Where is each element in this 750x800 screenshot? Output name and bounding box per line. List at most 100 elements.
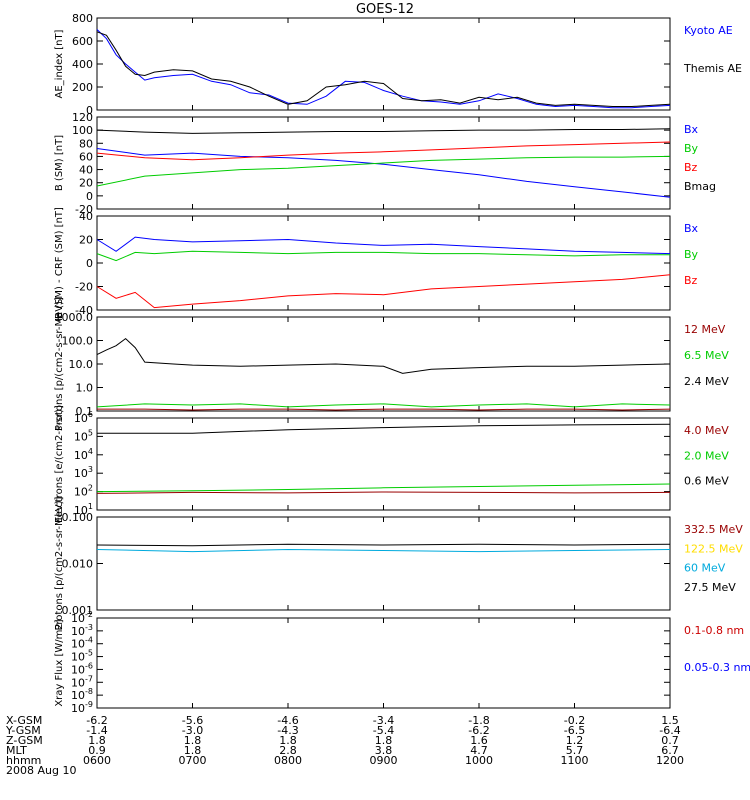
- series-line-by: [96, 250, 670, 262]
- x-axis-value: -0.2: [564, 714, 585, 727]
- x-axis-value: -5.4: [373, 724, 394, 737]
- y-tick-label: 10-3: [71, 623, 93, 638]
- series-line-by: [96, 155, 671, 187]
- legend-label: 2.4 MeV: [684, 375, 729, 388]
- y-tick-label: 20: [79, 234, 93, 247]
- plot-title: GOES-12: [356, 2, 414, 17]
- series-line-0-6-mev: [97, 423, 671, 434]
- series-line-12-mev: [97, 408, 671, 411]
- panel-frame: [96, 316, 671, 412]
- x-axis-value: 1200: [656, 754, 684, 767]
- panel-3: -40 -20 0 20 40 B (SM) - CRF (SM) [nT] Bx By Bz: [54, 207, 699, 319]
- x-axis-table: X-GSM -6.2 -5.6 -4.6 -3.4 -1.8 -0.2 1.5 Y-GSM -1.…: [5, 714, 684, 777]
- panel-frame: [96, 215, 671, 311]
- x-axis-value: -4.3: [277, 724, 298, 737]
- series-line-kyoto-ae: [96, 29, 671, 109]
- x-axis-value: -4.6: [277, 714, 298, 727]
- legend-label: 122.5 MeV: [684, 542, 743, 555]
- legend-label: Bmag: [684, 180, 716, 193]
- y-tick-label: 10-2: [71, 610, 93, 625]
- x-axis-value: 1.5: [661, 714, 679, 727]
- y-tick-label: 80: [79, 137, 93, 150]
- y-tick-label: 120: [72, 111, 93, 124]
- legend-label: 0.6 MeV: [684, 475, 729, 488]
- x-axis-row-label: Z-GSM: [6, 734, 43, 747]
- x-axis-value: 4.7: [470, 744, 488, 757]
- y-tick-label: 104: [74, 447, 93, 462]
- y-tick-label: 103: [74, 465, 93, 480]
- y-tick-label: 0.1: [76, 405, 94, 418]
- x-axis-value: 5.7: [566, 744, 584, 757]
- legend-label: Themis AE: [683, 62, 742, 75]
- y-tick-label: 60: [79, 150, 93, 163]
- y-axis-label: Xray Flux [W/m2]: [54, 619, 65, 706]
- y-tick-label: 0: [86, 190, 93, 203]
- legend-label: By: [684, 248, 699, 261]
- legend-label: 332.5 MeV: [684, 523, 743, 536]
- x-axis-row-label: MLT: [6, 744, 27, 757]
- y-tick-label: 0.100: [62, 511, 94, 524]
- y-tick-label: 0: [86, 257, 93, 270]
- x-axis-value: 0800: [274, 754, 302, 767]
- panel-frame: [96, 516, 671, 611]
- y-axis-label: Protons [p/(cm2-s-sr-MeV)]: [54, 297, 65, 431]
- y-axis-label: B (SM) [nT]: [54, 135, 65, 191]
- y-tick-label: -20: [75, 281, 93, 294]
- x-axis-value: 0.7: [661, 734, 679, 747]
- legend-label: 0.05-0.3 nm: [684, 661, 750, 674]
- x-axis-value: 2.8: [279, 744, 297, 757]
- y-tick-label: 40: [79, 210, 93, 223]
- y-tick-label: 102: [74, 484, 93, 499]
- y-axis-label: B (SM) - CRF (SM) [nT]: [54, 207, 65, 319]
- date-label: 2008 Aug 10: [6, 764, 76, 777]
- panel-frame: [96, 417, 671, 511]
- y-tick-label: 10-5: [71, 649, 93, 664]
- y-tick-label: -40: [75, 304, 93, 317]
- x-axis-value: 0900: [370, 754, 398, 767]
- x-axis-value: -1.4: [86, 724, 107, 737]
- y-tick-label: 40: [79, 164, 93, 177]
- x-axis-value: -6.2: [86, 714, 107, 727]
- legend-label: 2.0 MeV: [684, 449, 729, 462]
- x-axis-row-label: Y-GSM: [5, 724, 41, 737]
- x-axis-value: -3.0: [182, 724, 203, 737]
- x-axis-value: -1.8: [468, 714, 489, 727]
- x-axis-row-label: X-GSM: [6, 714, 42, 727]
- y-tick-label: 10-9: [71, 700, 93, 715]
- x-axis-value: -5.6: [182, 714, 203, 727]
- y-tick-label: 10-8: [71, 687, 93, 702]
- y-axis-label: Protons [p/(cm2-s-sr-MeV)]: [54, 496, 65, 630]
- y-tick-label: 100: [72, 124, 93, 137]
- legend-label: Bz: [684, 274, 698, 287]
- y-tick-label: 10.0: [69, 358, 94, 371]
- x-axis-value: -6.2: [468, 724, 489, 737]
- series-line-60-mev: [96, 548, 671, 553]
- series-line-4-0-mev: [96, 491, 671, 494]
- series-line-bz: [96, 141, 671, 161]
- y-tick-label: 20: [79, 177, 93, 190]
- series-line-2-4-mev: [96, 337, 671, 374]
- y-tick-label: 600: [72, 35, 93, 48]
- y-tick-label: -20: [75, 203, 93, 216]
- series-line-bx: [96, 148, 671, 198]
- panel-5: 101 102 103 104 105 106 Electrons [e/(cm2-s-sr…: [54, 405, 729, 523]
- x-axis-value: 0700: [179, 754, 207, 767]
- x-axis-value: 1.6: [470, 734, 488, 747]
- y-tick-label: 105: [74, 428, 93, 443]
- series-line-2-0-mev: [96, 483, 671, 493]
- y-tick-label: 0: [86, 104, 93, 117]
- legend-label: 4.0 MeV: [684, 424, 729, 437]
- panel-frame: [96, 617, 671, 709]
- x-axis-value: -3.4: [373, 714, 394, 727]
- x-axis-value: 1.8: [375, 734, 393, 747]
- x-axis-value: 1.8: [279, 734, 297, 747]
- legend-label: Bx: [684, 222, 699, 235]
- x-axis-value: 1000: [465, 754, 493, 767]
- legend-label: Bz: [684, 161, 698, 174]
- y-tick-label: 0.001: [62, 604, 94, 617]
- x-axis-value: 1.8: [88, 734, 106, 747]
